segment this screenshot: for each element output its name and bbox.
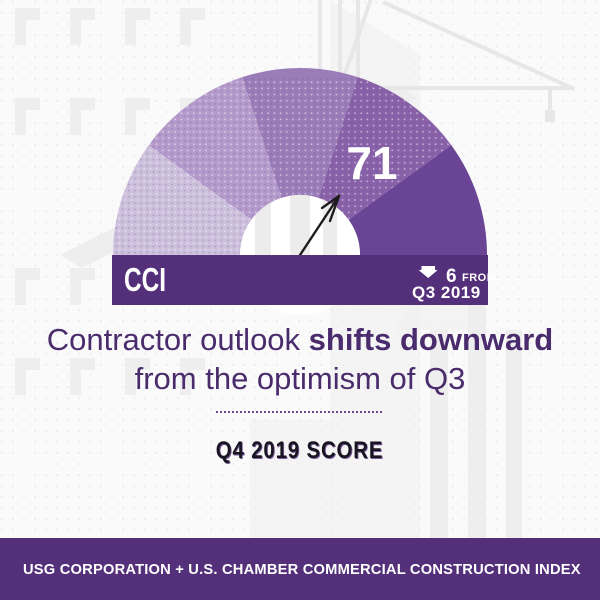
svg-text:71: 71	[346, 137, 397, 189]
svg-text:CCI: CCI	[124, 263, 166, 299]
svg-text:Q3 2019: Q3 2019	[412, 283, 481, 302]
